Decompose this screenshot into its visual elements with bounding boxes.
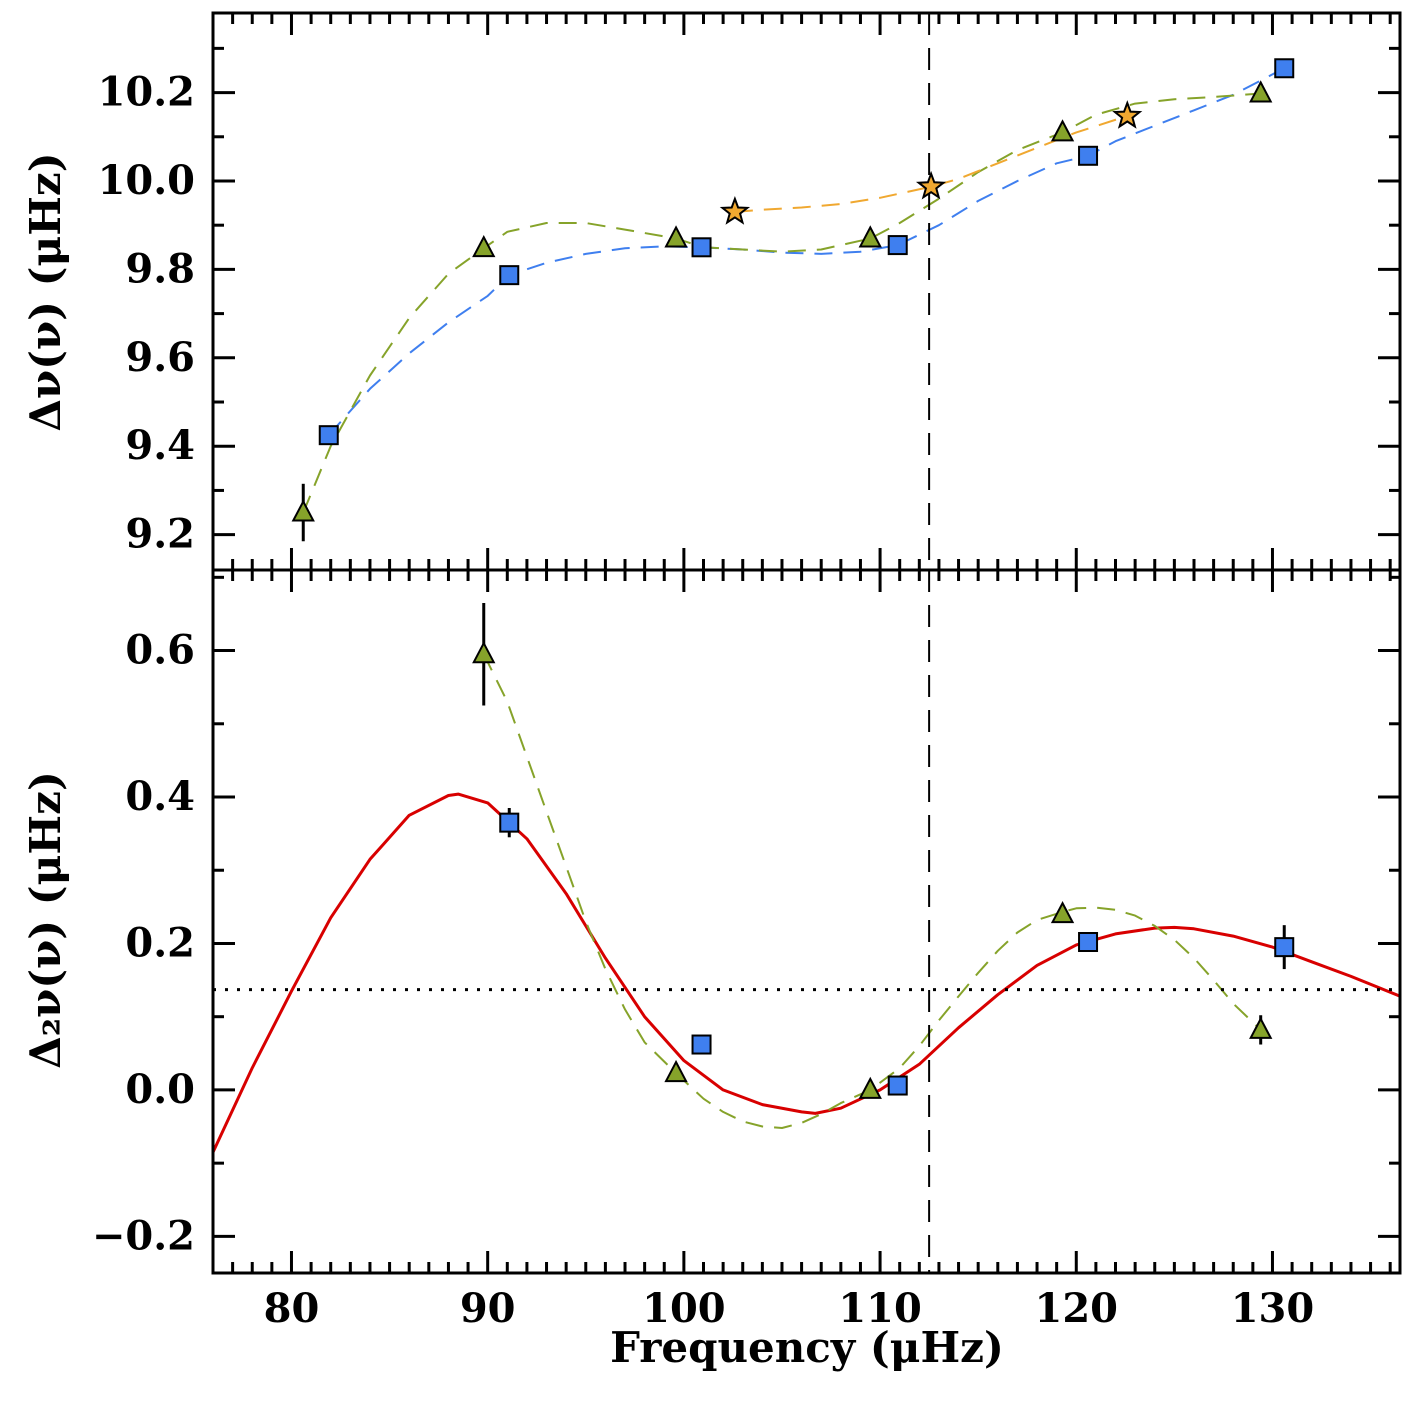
bottom-frame <box>211 568 1402 1275</box>
bottom-y-tick-label: 0.4 <box>125 773 195 820</box>
bottom-fit-curves <box>211 653 1401 1153</box>
top-square-point <box>1078 145 1099 166</box>
bottom-axes: −0.2 0.0 0.2 0.4 0.6 80 90 100 110 120 130 <box>92 568 1402 1332</box>
bottom-square-point <box>1078 932 1099 953</box>
bottom-triangle-point <box>1249 1016 1273 1039</box>
bottom-triangle-point <box>664 1059 688 1083</box>
top-y-tick-label: 10.0 <box>98 157 195 204</box>
top-triangle-point <box>1249 80 1273 103</box>
top-curve-1 <box>302 92 1261 513</box>
bottom-triangle-point <box>858 1076 882 1099</box>
top-triangle-point <box>664 225 688 248</box>
top-y-axis-label: Δν(ν) (μHz) <box>21 152 70 431</box>
bottom-triangle-point <box>1050 901 1075 924</box>
bottom-square-point <box>499 812 520 833</box>
bottom-square-point <box>887 1075 908 1096</box>
top-triangle-point <box>472 235 496 258</box>
top-square-point <box>887 235 908 256</box>
top-y-tick-label: 9.4 <box>125 422 195 469</box>
bottom-triangle-point <box>472 641 496 664</box>
bottom-y-axis-label: Δ₂ν(ν) (μHz) <box>21 771 70 1069</box>
top-star-point <box>719 196 751 225</box>
top-curve-2 <box>734 115 1128 213</box>
top-triangle-point <box>291 499 315 522</box>
top-data-points <box>291 58 1295 542</box>
top-y-tick-label: 9.6 <box>125 334 195 381</box>
top-y-tick-label: 10.2 <box>98 69 195 116</box>
x-tick-label: 90 <box>460 1285 516 1332</box>
top-curve-0 <box>328 67 1285 436</box>
x-tick-label: 130 <box>1231 1285 1315 1332</box>
top-axes: 9.2 9.4 9.6 9.8 10.0 10.2 <box>98 11 1402 572</box>
top-y-tick-label: 9.2 <box>125 511 195 558</box>
top-panel: 9.2 9.4 9.6 9.8 10.0 10.2 Δν(ν) (μHz) <box>21 11 1402 572</box>
top-y-tick-label: 9.8 <box>125 245 195 292</box>
bottom-y-tick-label: 0.0 <box>125 1066 195 1113</box>
x-tick-label: 100 <box>642 1285 726 1332</box>
bottom-y-tick-label: −0.2 <box>92 1212 195 1259</box>
bottom-data-points <box>472 602 1295 1099</box>
bottom-panel: −0.2 0.0 0.2 0.4 0.6 80 90 100 110 120 130 Δ₂ν(ν) … <box>21 568 1402 1372</box>
x-tick-label: 80 <box>264 1285 320 1332</box>
top-triangle-point <box>1050 119 1075 142</box>
top-square-point <box>1274 58 1295 79</box>
top-square-point <box>318 425 339 446</box>
x-tick-label: 120 <box>1035 1285 1119 1332</box>
bottom-square-point <box>691 1034 712 1055</box>
x-axis-label: Frequency (μHz) <box>610 1323 1004 1372</box>
top-square-point <box>499 265 520 286</box>
top-star-point <box>915 170 947 200</box>
bottom-y-tick-label: 0.2 <box>125 919 195 966</box>
bottom-curve-1 <box>482 653 1262 1129</box>
x-tick-label: 110 <box>838 1285 922 1332</box>
top-triangle-point <box>858 225 882 248</box>
top-square-point <box>691 237 712 258</box>
top-fit-curves <box>302 67 1285 513</box>
top-star-point <box>1112 100 1143 129</box>
bottom-square-point <box>1274 937 1295 958</box>
bottom-y-tick-label: 0.6 <box>125 627 195 674</box>
bottom-curve-0 <box>211 792 1401 1153</box>
bottom-reference-lines <box>213 570 1400 1273</box>
